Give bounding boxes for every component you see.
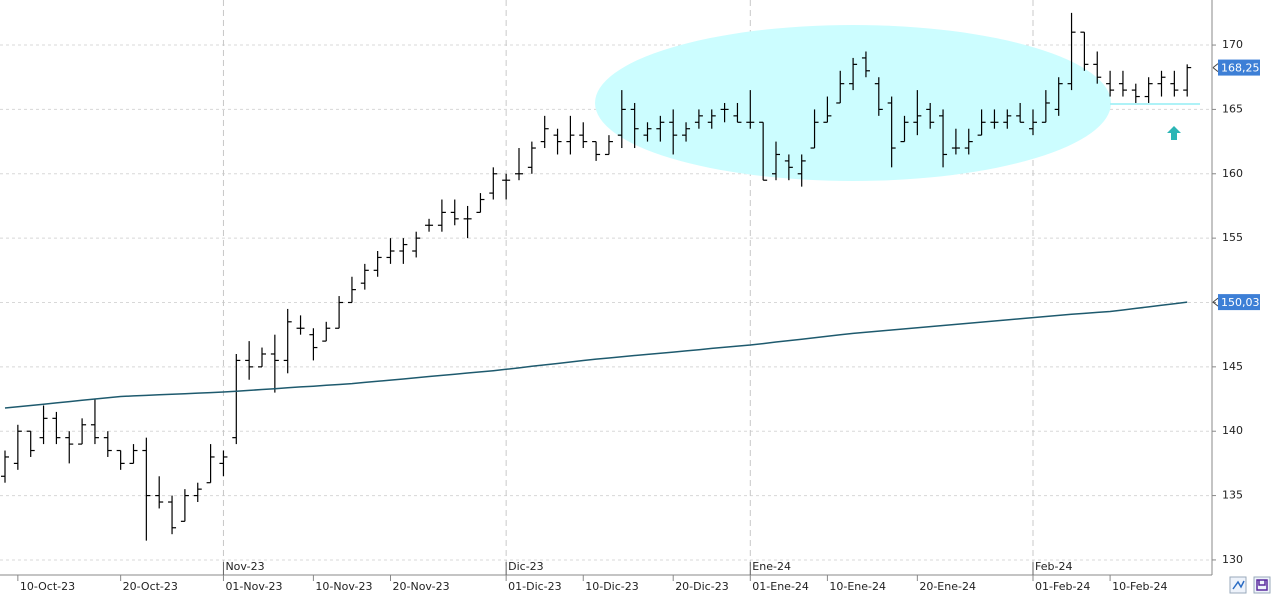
moving-average xyxy=(4,301,1188,409)
x-tick-label: 01-Dic-23 xyxy=(508,580,562,593)
x-tick-label: 01-Feb-24 xyxy=(1035,580,1090,593)
price-tag xyxy=(1218,294,1260,311)
x-tick-label: 01-Ene-24 xyxy=(752,580,809,593)
price-tag-label: 168,25 xyxy=(1221,62,1260,75)
x-tick-label: 10-Oct-23 xyxy=(20,580,75,593)
x-tick-label: 10-Feb-24 xyxy=(1112,580,1167,593)
y-tick-label: 130 xyxy=(1222,553,1243,566)
x-tick-label: 10-Nov-23 xyxy=(315,580,372,593)
y-tick-label: 165 xyxy=(1222,102,1243,115)
y-tick-label: 145 xyxy=(1222,360,1243,373)
x-tick-label: 20-Oct-23 xyxy=(123,580,178,593)
price-tag-pointer xyxy=(1212,63,1219,72)
price-tag-pointer xyxy=(1212,297,1219,307)
highlight-ellipse xyxy=(595,25,1111,181)
month-label: Feb-24 xyxy=(1035,560,1072,573)
month-label: Ene-24 xyxy=(752,560,791,573)
zoom-button[interactable] xyxy=(1229,576,1247,594)
x-tick-label: 01-Nov-23 xyxy=(225,580,282,593)
zoom-icon xyxy=(1232,580,1245,590)
x-tick-label: 10-Ene-24 xyxy=(829,580,886,593)
up-arrow xyxy=(1167,126,1181,140)
month-label: Nov-23 xyxy=(225,560,264,573)
y-tick-label: 140 xyxy=(1222,424,1243,437)
axes: 13013514014515015516016517010-Oct-2320-O… xyxy=(17,38,1260,593)
x-tick-label: 20-Ene-24 xyxy=(919,580,976,593)
x-tick-label: 20-Nov-23 xyxy=(393,580,450,593)
x-tick-label: 20-Dic-23 xyxy=(675,580,729,593)
price-tag xyxy=(1218,59,1260,76)
y-tick-label: 160 xyxy=(1222,167,1243,180)
month-label: Dic-23 xyxy=(508,560,544,573)
price-tag-label: 150,03 xyxy=(1221,296,1260,309)
y-tick-label: 155 xyxy=(1222,231,1243,244)
y-tick-label: 170 xyxy=(1222,38,1243,51)
save-icon xyxy=(1256,579,1268,591)
marks xyxy=(1,12,1192,541)
x-tick-label: 10-Dic-23 xyxy=(585,580,639,593)
y-tick-label: 135 xyxy=(1222,489,1243,502)
